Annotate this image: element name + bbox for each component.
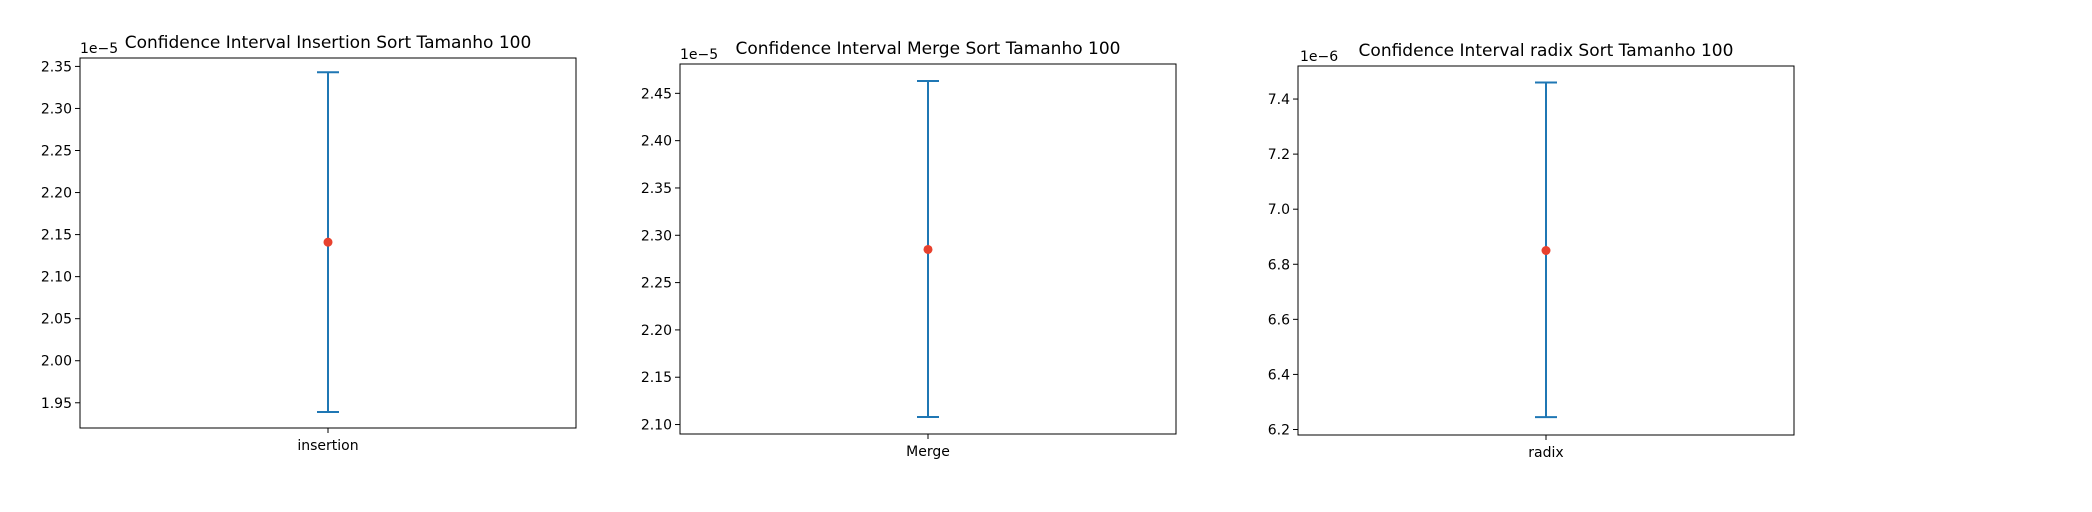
y-tick-label: 7.4 bbox=[1268, 92, 1290, 108]
y-axis-ticks: 6.2 6.4 6.6 6.8 7.0 7.2 7.4 bbox=[1268, 92, 1298, 438]
y-tick-label: 2.00 bbox=[41, 354, 72, 370]
x-tick-label: insertion bbox=[297, 438, 358, 454]
y-tick-label: 2.30 bbox=[641, 228, 672, 244]
y-tick-label: 2.30 bbox=[41, 101, 72, 117]
chart-panel-insertion: Confidence Interval Insertion Sort Taman… bbox=[41, 33, 577, 454]
y-tick-label: 2.15 bbox=[641, 370, 672, 386]
chart-panel-radix: Confidence Interval radix Sort Tamanho 1… bbox=[1268, 41, 1795, 461]
y-tick-label: 2.35 bbox=[641, 181, 672, 197]
errorbar-marks bbox=[317, 71, 339, 414]
y-axis-ticks: 1.95 2.00 2.05 2.10 2.15 2.20 2.25 2.30 2.35 bbox=[41, 59, 80, 412]
x-axis-ticks: Merge bbox=[906, 434, 950, 460]
x-axis-ticks: radix bbox=[1528, 435, 1564, 461]
y-tick-label: 7.2 bbox=[1268, 147, 1290, 163]
errorbar-marks bbox=[1535, 81, 1557, 419]
y-tick-label: 1.95 bbox=[41, 396, 72, 412]
x-axis-ticks: insertion bbox=[297, 428, 359, 454]
y-tick-label: 2.10 bbox=[641, 418, 672, 434]
mean-point bbox=[923, 244, 933, 254]
y-tick-label: 6.8 bbox=[1268, 257, 1290, 273]
y-axis-offset-label: 1e−5 bbox=[80, 41, 118, 57]
y-tick-label: 7.0 bbox=[1268, 202, 1290, 218]
y-tick-label: 2.25 bbox=[41, 144, 72, 160]
y-tick-label: 2.20 bbox=[41, 186, 72, 202]
y-tick-label: 2.20 bbox=[641, 323, 672, 339]
mean-point bbox=[1541, 246, 1551, 255]
chart-title: Confidence Interval Merge Sort Tamanho 1… bbox=[736, 39, 1121, 59]
y-tick-label: 6.2 bbox=[1268, 422, 1290, 438]
y-tick-label: 2.45 bbox=[641, 86, 672, 102]
y-axis-offset-label: 1e−5 bbox=[680, 47, 718, 63]
y-tick-label: 2.25 bbox=[641, 276, 672, 292]
y-tick-label: 2.40 bbox=[641, 134, 672, 150]
y-tick-label: 2.05 bbox=[41, 312, 72, 328]
y-axis-offset-label: 1e−6 bbox=[1300, 49, 1338, 65]
chart-panel-merge: Confidence Interval Merge Sort Tamanho 1… bbox=[641, 39, 1177, 460]
y-tick-label: 6.6 bbox=[1268, 312, 1290, 328]
y-tick-label: 2.35 bbox=[41, 59, 72, 75]
x-tick-label: radix bbox=[1528, 445, 1563, 461]
y-tick-label: 2.15 bbox=[41, 228, 72, 244]
y-tick-label: 2.10 bbox=[41, 270, 72, 286]
chart-title: Confidence Interval Insertion Sort Taman… bbox=[125, 33, 532, 53]
errorbar-marks bbox=[917, 80, 939, 418]
x-tick-label: Merge bbox=[906, 444, 950, 460]
y-axis-ticks: 2.10 2.15 2.20 2.25 2.30 2.35 2.40 2.45 bbox=[641, 86, 680, 434]
mean-point bbox=[323, 237, 333, 247]
chart-title: Confidence Interval radix Sort Tamanho 1… bbox=[1359, 41, 1734, 61]
y-tick-label: 6.4 bbox=[1268, 367, 1290, 383]
